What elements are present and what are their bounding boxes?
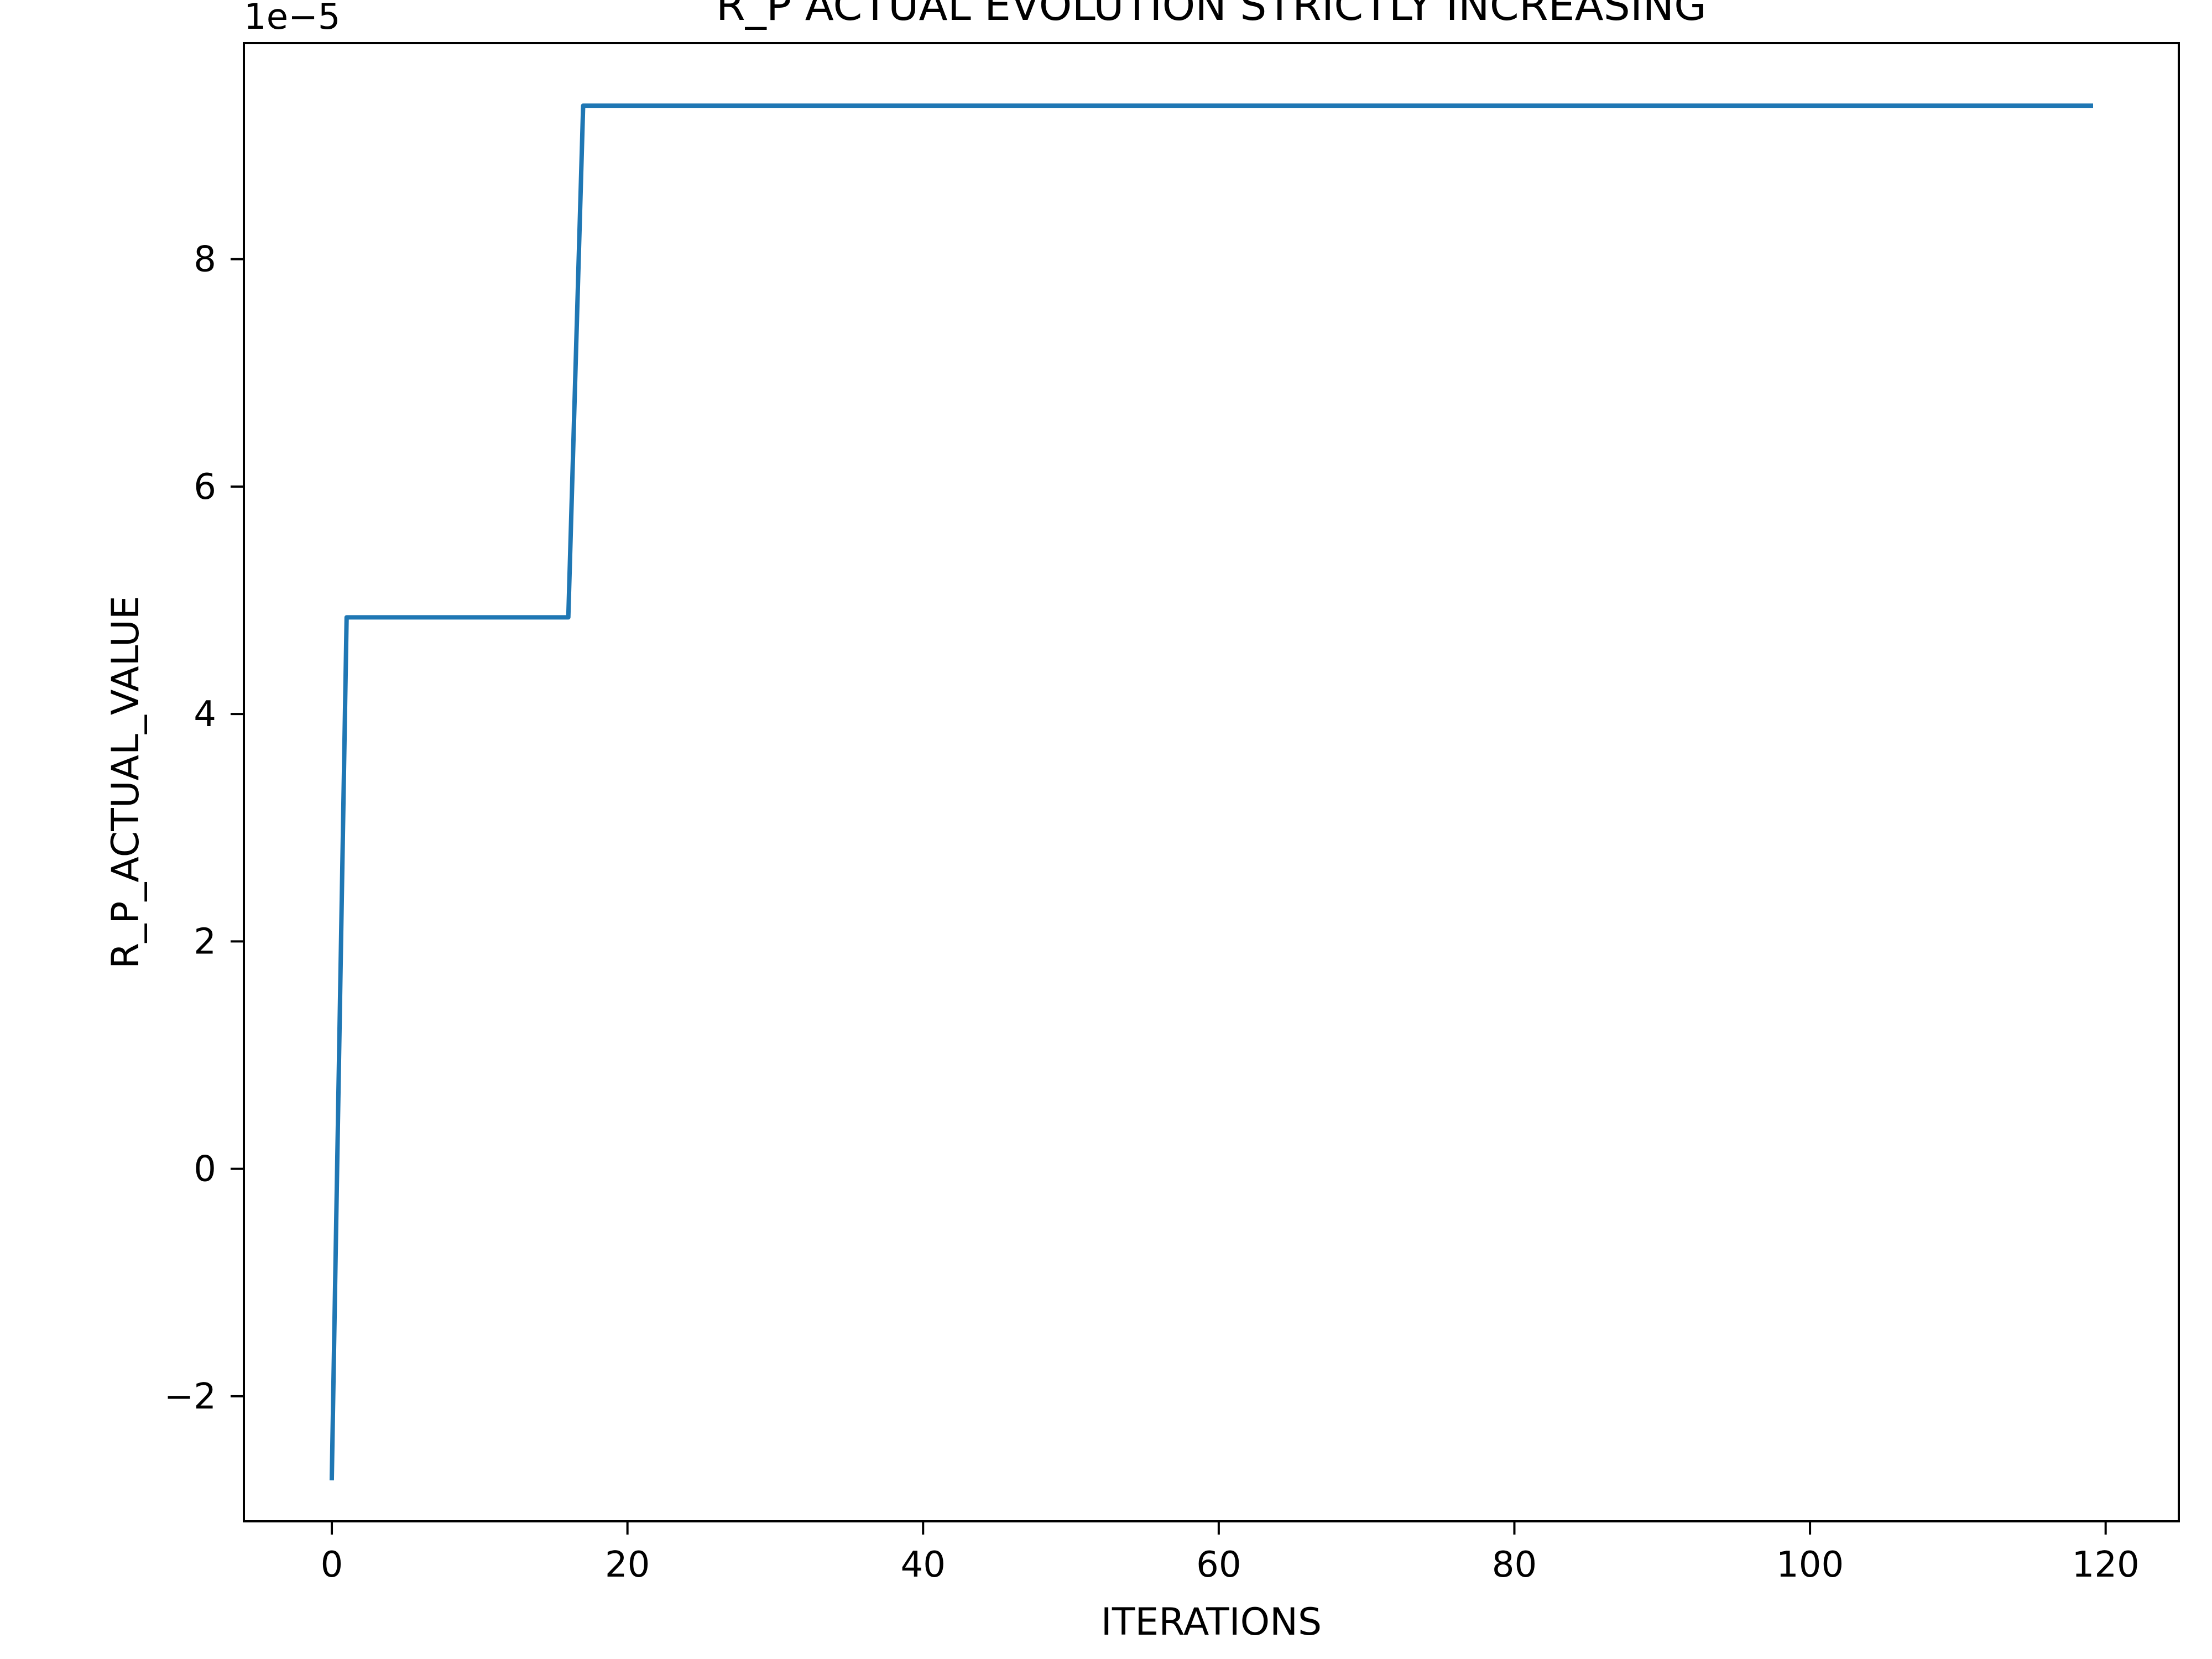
x-tick-label: 20 (605, 1545, 650, 1585)
y-tick-label: 8 (194, 239, 216, 280)
chart-title: R_P ACTUAL EVOLUTION STRICTLY INCREASING (716, 0, 1707, 30)
x-axis: 0 20 40 60 80 100 120 (321, 1521, 2140, 1585)
y-tick-label: 2 (194, 921, 216, 962)
x-tick-label: 40 (901, 1545, 946, 1585)
x-tick-label: 0 (321, 1545, 343, 1585)
x-tick-label: 80 (1492, 1545, 1537, 1585)
y-axis-offset-label: 1e−5 (244, 0, 340, 38)
plot-area (243, 42, 2180, 1522)
series-layer (329, 103, 2093, 1480)
y-tick-label: 0 (194, 1149, 216, 1190)
x-tick-label: 100 (1776, 1545, 1844, 1585)
y-tick-label: 6 (194, 467, 216, 508)
x-axis-label: ITERATIONS (1101, 1600, 1322, 1644)
x-tick-label: 60 (1196, 1545, 1241, 1585)
series-line (329, 103, 2093, 1480)
plot-frame (243, 42, 2180, 1522)
y-axis-label: R_P_ACTUAL_VALUE (104, 596, 148, 969)
y-tick-label: −2 (164, 1376, 216, 1417)
y-tick-label: 4 (194, 694, 216, 735)
y-axis: −2 0 2 4 6 8 (164, 239, 244, 1417)
x-tick-label: 120 (2072, 1545, 2140, 1585)
